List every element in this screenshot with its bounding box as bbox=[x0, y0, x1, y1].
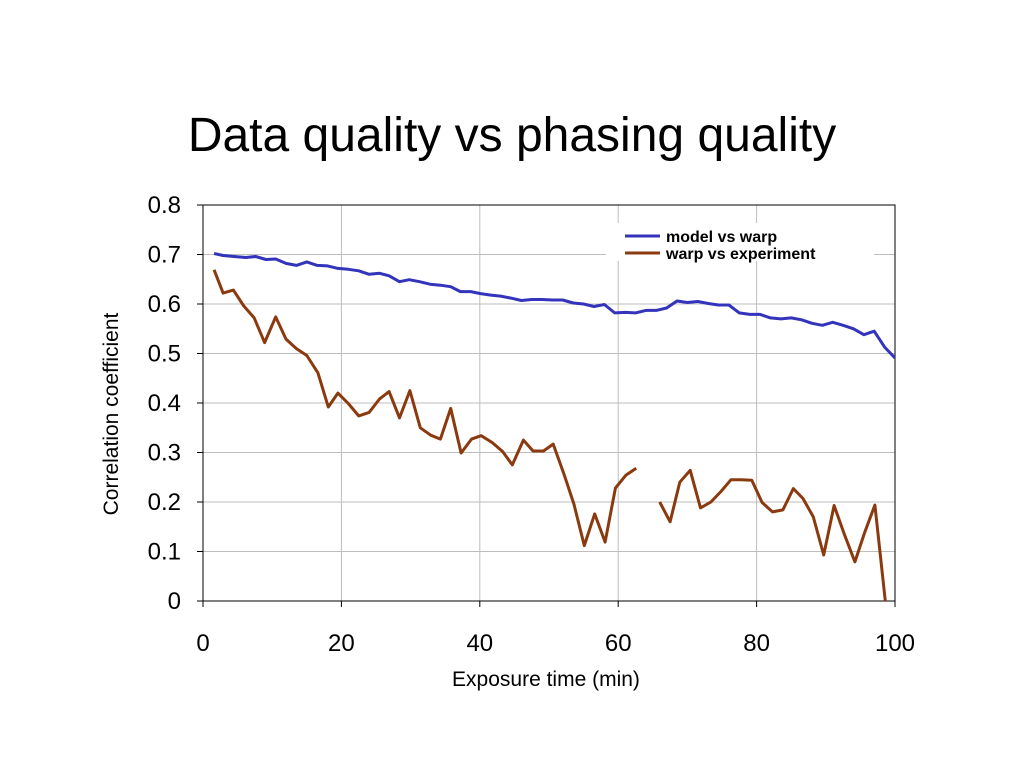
y-tick-label: 0.8 bbox=[148, 192, 181, 219]
x-tick-label: 40 bbox=[466, 630, 493, 657]
page-title: Data quality vs phasing quality bbox=[187, 109, 837, 162]
y-tick-label: 0.2 bbox=[148, 489, 181, 516]
x-tick-label: 80 bbox=[743, 630, 770, 657]
y-tick-label: 0.5 bbox=[148, 341, 181, 368]
y-tick-label: 0.6 bbox=[148, 291, 181, 318]
y-axis-title: Correlation coefficient bbox=[100, 312, 123, 515]
grid-lines bbox=[203, 204, 895, 602]
x-tick-label: 100 bbox=[875, 630, 915, 657]
y-axis-ticks: 0 0.1 0.2 0.3 0.4 0.5 0.6 0.7 0.8 bbox=[148, 192, 203, 615]
series-layer bbox=[212, 252, 897, 602]
y-tick-label: 0.3 bbox=[148, 440, 181, 467]
x-tick-label: 60 bbox=[605, 630, 632, 657]
series-line-model-vs-warp bbox=[213, 252, 897, 360]
x-axis-title: Exposure time (min) bbox=[452, 668, 640, 691]
legend-label-model-vs-warp: model vs warp bbox=[666, 229, 777, 246]
y-tick-label: 0.1 bbox=[148, 539, 181, 566]
y-tick-label: 0.7 bbox=[148, 242, 181, 269]
series-line-warp-vs-experiment bbox=[212, 269, 638, 548]
y-tick-label: 0 bbox=[168, 588, 181, 615]
series-line-warp-vs-experiment bbox=[658, 468, 887, 602]
legend-background bbox=[606, 223, 874, 261]
legend: model vs warp warp vs experiment bbox=[606, 223, 874, 263]
legend-label-warp-vs-experiment: warp vs experiment bbox=[665, 246, 816, 263]
x-axis-ticks: 0 20 40 60 80 100 bbox=[196, 601, 915, 657]
x-tick-label: 0 bbox=[196, 630, 209, 657]
x-tick-label: 20 bbox=[328, 630, 355, 657]
y-tick-label: 0.4 bbox=[148, 390, 181, 417]
